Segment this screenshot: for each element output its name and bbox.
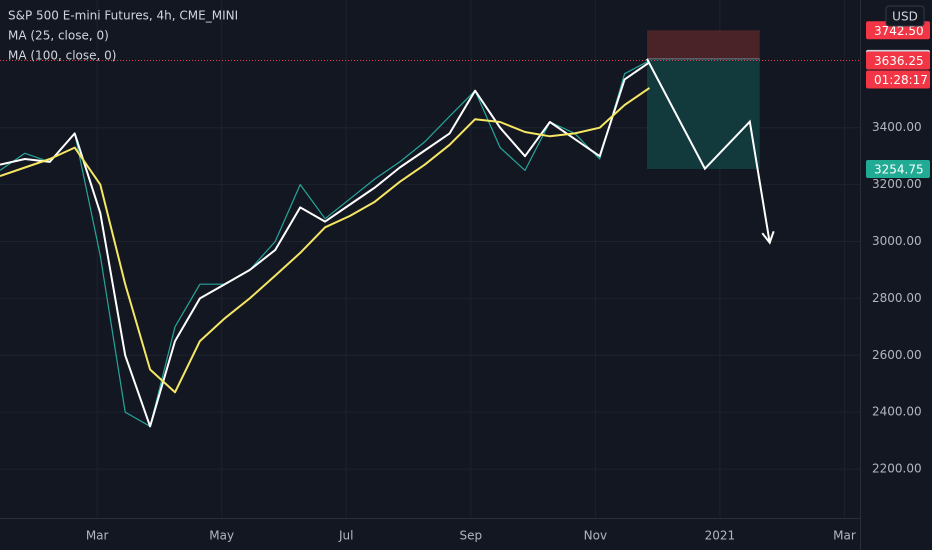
- price-label-box: [866, 160, 930, 179]
- x-tick-label: Jul: [338, 529, 353, 543]
- x-tick-label: Mar: [833, 529, 856, 543]
- indicator-label: MA (100, close, 0): [8, 49, 116, 63]
- indicator-label: MA (25, close, 0): [8, 29, 109, 43]
- y-tick-label: 3200.00: [872, 177, 922, 191]
- y-tick-label: 2400.00: [872, 405, 922, 419]
- currency-button: [885, 5, 925, 27]
- currency-label: USD: [892, 10, 918, 24]
- price-label: 3742.50: [874, 24, 924, 38]
- y-tick-label: 2200.00: [872, 462, 922, 476]
- x-tick-label: Sep: [459, 529, 482, 543]
- x-tick-label: Mar: [86, 529, 109, 543]
- y-tick-label: 2800.00: [872, 291, 922, 305]
- x-tick-label: May: [209, 529, 234, 543]
- x-tick-label: Nov: [584, 529, 607, 543]
- projection-path: [646, 58, 771, 243]
- price-label: 3254.75: [874, 163, 924, 177]
- chart-title: S&P 500 E-mini Futures, 4h, CME_MINI: [8, 9, 238, 23]
- series-line: [0, 61, 651, 428]
- stop-zone: [647, 30, 760, 59]
- plot-area: [0, 0, 860, 518]
- y-tick-label: 3400.00: [872, 120, 922, 134]
- countdown-box: [866, 70, 930, 89]
- price-label: 3636.25: [874, 54, 924, 68]
- y-tick-label: 3000.00: [872, 234, 922, 248]
- series-line: [0, 60, 650, 427]
- y-tick-label: 2600.00: [872, 348, 922, 362]
- x-tick-label: 2021: [705, 529, 736, 543]
- countdown: 01:28:17: [874, 73, 928, 87]
- price-label-box: [866, 51, 930, 70]
- target-zone: [647, 58, 760, 170]
- arrow-head: [761, 230, 775, 245]
- series-line: [0, 87, 651, 394]
